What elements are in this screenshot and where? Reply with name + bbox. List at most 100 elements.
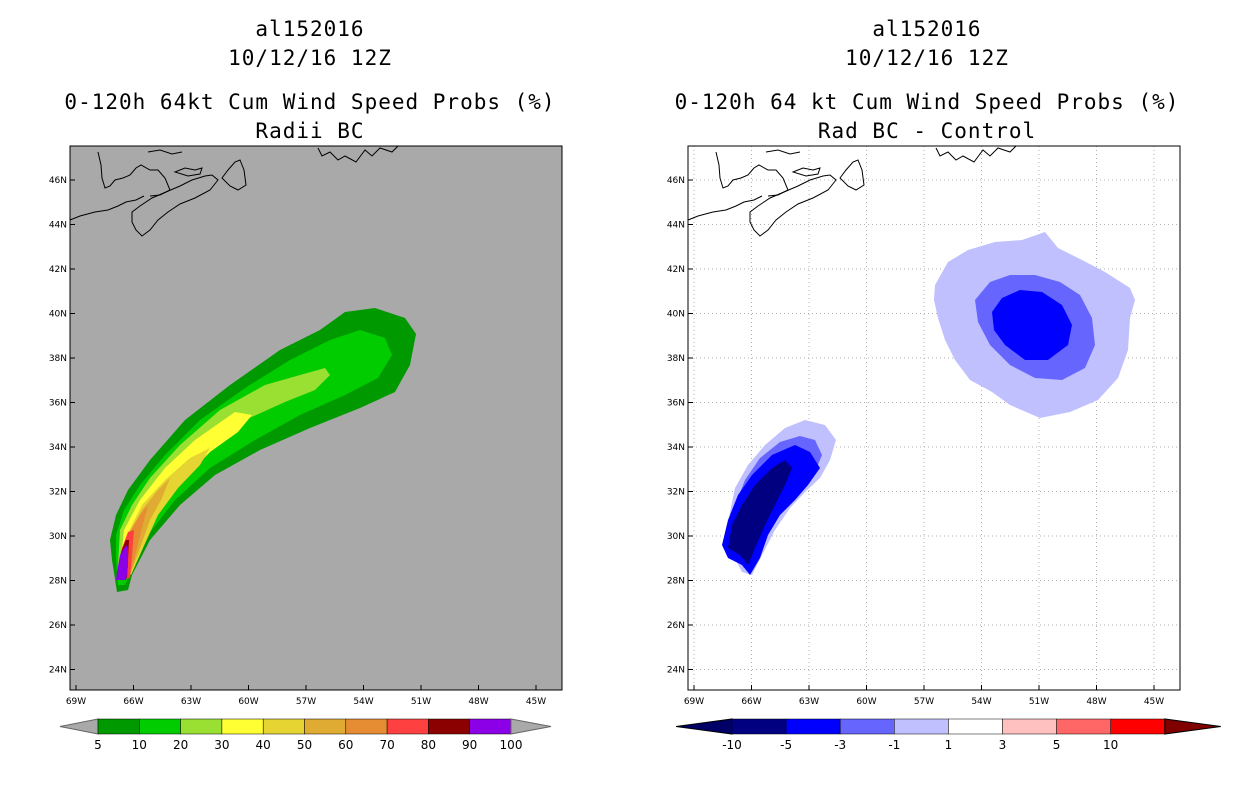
- colorbar-label: 70: [379, 738, 394, 752]
- left-coastline-novascotia: [131, 174, 219, 237]
- colorbar-box: [386, 718, 429, 735]
- left-coastline-pei: [173, 167, 203, 177]
- lon-label: 69W: [684, 697, 704, 707]
- lat-label: 40N: [49, 310, 67, 320]
- right-datetime: 10/12/16 12Z: [845, 46, 1009, 70]
- right-coastline-newbrunswick: [715, 151, 789, 197]
- lat-label: 28N: [49, 577, 67, 587]
- diff-blob-east-minus5: [992, 290, 1072, 360]
- right-difference-fields: [722, 232, 1135, 575]
- lon-label: 60W: [856, 697, 876, 707]
- diff-blob-east-minus3: [975, 275, 1095, 380]
- lat-label: 46N: [667, 176, 685, 186]
- colorbar-label: 20: [173, 738, 188, 752]
- left-datetime: 10/12/16 12Z: [228, 46, 392, 70]
- colorbar-label: 5: [94, 738, 102, 752]
- colorbar-box: [221, 718, 264, 735]
- diff-blob-west-minus1: [727, 420, 836, 575]
- lat-label: 34N: [49, 443, 67, 453]
- colorbar-label: 1: [945, 738, 953, 752]
- colorbar-box: [428, 718, 470, 735]
- colorbar-high-arrow: [1164, 718, 1221, 735]
- colorbar-label: 30: [214, 738, 229, 752]
- diff-blob-east-minus1: [934, 232, 1135, 418]
- colorbar-label: 5: [1053, 738, 1061, 752]
- lat-label: 44N: [49, 221, 67, 231]
- left-lat-labels: 46N 44N 42N 40N 38N 36N 34N 32N 30N 28N 26N 24N: [49, 176, 75, 676]
- left-map-frame: [69, 145, 563, 691]
- lat-label: 42N: [667, 265, 685, 275]
- right-coastline-novascotia: [749, 174, 837, 237]
- colorbar-high-arrow: [510, 718, 552, 735]
- colorbar-label: -10: [722, 738, 742, 752]
- lat-label: 38N: [49, 354, 67, 364]
- swath-10pct: [116, 330, 392, 585]
- lon-label: 57W: [296, 697, 316, 707]
- colorbar-box: [731, 718, 787, 735]
- lat-label: 32N: [49, 488, 67, 498]
- lat-label: 36N: [49, 399, 67, 409]
- right-coastline-capebreton: [839, 159, 865, 191]
- lon-label: 63W: [181, 697, 201, 707]
- right-coastline-newfoundland: [935, 145, 1017, 163]
- colorbar-label: 100: [500, 738, 523, 752]
- left-product-title: 0-120h 64kt Cum Wind Speed Probs (%): [64, 90, 556, 114]
- lat-label: 36N: [667, 399, 685, 409]
- lon-label: 69W: [66, 697, 86, 707]
- lon-label: 63W: [799, 697, 819, 707]
- lon-label: 48W: [1086, 697, 1106, 707]
- left-probability-swath: [110, 308, 416, 592]
- lat-label: 38N: [667, 354, 685, 364]
- colorbar-box: [948, 718, 1003, 735]
- colorbar-label: 10: [1103, 738, 1118, 752]
- colorbar-label: -3: [834, 738, 846, 752]
- colorbar-box: [262, 718, 305, 735]
- lat-label: 44N: [667, 221, 685, 231]
- left-coastline-newfoundland: [317, 145, 399, 163]
- left-coastline-maine: [69, 195, 145, 221]
- colorbar-low-arrow: [59, 718, 99, 735]
- left-lon-labels: 69W 66W 63W 60W 57W 54W 51W 48W 45W: [66, 685, 546, 707]
- lon-label: 54W: [353, 697, 373, 707]
- colorbar-box: [894, 718, 949, 735]
- right-lon-labels: 69W 66W 63W 60W 57W 54W 51W 48W 45W: [684, 685, 1164, 707]
- diff-blob-west-minus3: [730, 436, 822, 570]
- colorbar-box: [139, 718, 181, 735]
- swath-40pct: [122, 448, 210, 575]
- colorbar-label: -5: [780, 738, 792, 752]
- swath-30pct: [120, 412, 252, 575]
- colorbar-box: [469, 718, 512, 735]
- left-colorbar: 5 10 20 30 40 50 60 70 80 90 100: [59, 718, 552, 752]
- lon-label: 51W: [411, 697, 431, 707]
- left-coastline: [69, 145, 399, 237]
- lat-label: 30N: [49, 532, 67, 542]
- colorbar-box: [180, 718, 223, 735]
- colorbar-label: 50: [297, 738, 312, 752]
- left-subtitle: Radii BC: [255, 119, 365, 143]
- lon-label: 54W: [971, 697, 991, 707]
- right-storm-id: al152016: [872, 17, 982, 41]
- lon-label: 60W: [238, 697, 258, 707]
- lon-label: 57W: [914, 697, 934, 707]
- lat-label: 24N: [49, 666, 67, 676]
- colorbar-box: [1002, 718, 1057, 735]
- lon-label: 66W: [741, 697, 761, 707]
- lon-label: 51W: [1029, 697, 1049, 707]
- colorbar-box: [345, 718, 388, 735]
- colorbar-label: -1: [888, 738, 900, 752]
- lat-label: 28N: [667, 577, 685, 587]
- swath-60pct: [122, 505, 148, 575]
- swath-20pct: [118, 368, 330, 572]
- right-coastline: [687, 145, 1017, 237]
- colorbar-box: [97, 718, 140, 735]
- lat-label: 24N: [667, 666, 685, 676]
- lat-label: 26N: [667, 621, 685, 631]
- colorbar-label: 80: [421, 738, 436, 752]
- colorbar-box: [304, 718, 347, 735]
- colorbar-label: 10: [132, 738, 147, 752]
- left-storm-id: al152016: [255, 17, 365, 41]
- swath-90pct: [116, 545, 128, 580]
- lat-label: 40N: [667, 310, 685, 320]
- lat-label: 34N: [667, 443, 685, 453]
